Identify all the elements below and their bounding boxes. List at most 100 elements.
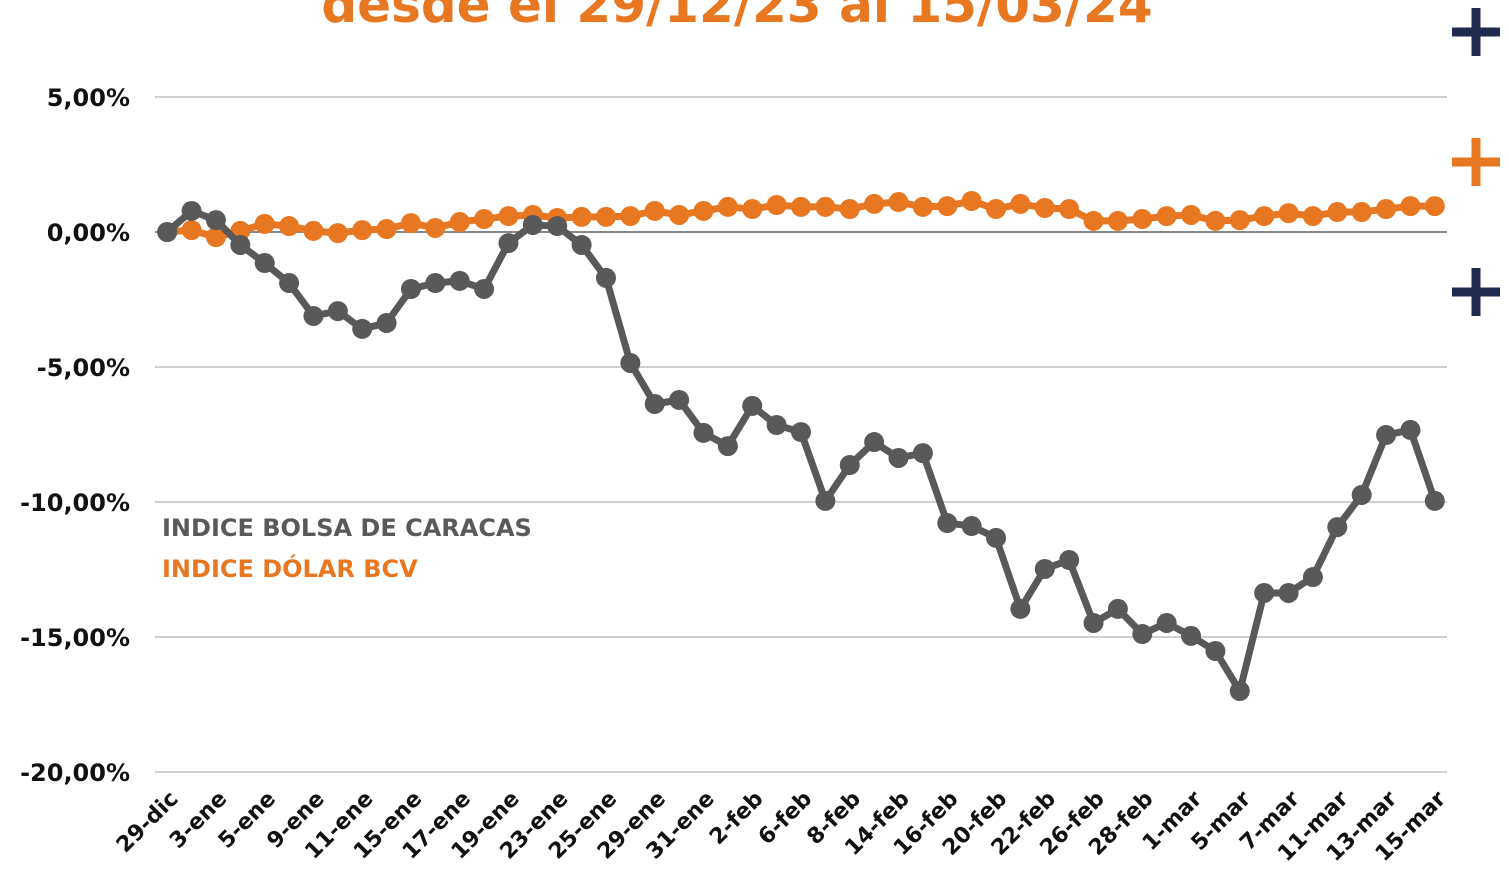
data-point [961,516,982,537]
data-point [1107,210,1128,231]
data-point [888,192,909,213]
data-point [1107,598,1128,619]
data-point [742,199,763,220]
data-point [961,190,982,211]
data-point [474,278,495,299]
data-point [279,273,300,294]
data-point [620,352,641,373]
series-line [164,207,1439,695]
data-point [791,422,811,443]
data-point [352,318,373,339]
y-tick-label: 0,00% [47,219,130,247]
data-point [1424,490,1445,511]
data-point [937,513,958,534]
data-point [230,234,251,255]
data-point [1034,558,1055,579]
data-point [498,206,519,227]
data-point [254,253,275,274]
data-point [644,393,665,414]
y-tick-label: -20,00% [20,759,130,787]
data-point [595,267,616,288]
data-point [449,270,470,291]
data-point [937,196,958,217]
y-tick-label: -15,00% [20,624,130,652]
data-point [1205,210,1226,231]
y-tick-label: 5,00% [47,84,130,112]
data-point [254,213,275,234]
data-point [1034,197,1055,218]
data-point [449,212,470,233]
legend-label: INDICE BOLSA DE CARACAS [162,514,532,542]
data-point [1254,206,1275,227]
data-point [1278,203,1299,224]
data-point [1327,517,1348,538]
y-tick-label: -5,00% [37,354,130,382]
data-point [1278,582,1299,603]
data-point [352,220,373,241]
x-tick-label: 2-feb [705,787,768,850]
data-point [1302,567,1323,588]
data-point [1424,196,1445,217]
data-point [912,196,933,217]
data-point [547,216,568,237]
data-point [888,447,909,468]
data-point [474,209,495,230]
data-point [791,196,811,217]
data-point [1010,598,1031,619]
data-point [1376,199,1397,220]
data-point [425,217,446,238]
data-point [303,305,324,326]
chart-title: desde el 29/12/23 al 15/03/24 [321,0,1152,34]
data-point [864,432,885,453]
data-point [1059,199,1080,220]
data-point [1376,425,1397,446]
data-point [1132,624,1153,645]
data-point [181,200,202,221]
plus-icon [1452,8,1500,56]
data-point [1205,641,1226,662]
data-point [376,219,397,240]
data-point [717,196,738,217]
data-point [1400,196,1421,217]
data-point [157,222,178,242]
data-point [839,455,860,476]
data-point [1156,612,1177,633]
data-point [912,443,933,464]
data-point [425,273,446,294]
data-point [595,206,616,227]
data-point [986,527,1007,548]
x-tick-label: 6-feb [754,787,817,850]
data-point [400,213,421,234]
data-point [1132,209,1153,230]
data-point [1083,612,1104,633]
data-point [742,395,763,416]
data-point [766,195,787,215]
data-point [522,214,543,235]
data-point [1254,582,1275,603]
data-point [1156,206,1177,227]
data-point [717,436,738,457]
data-point [279,216,300,237]
data-point [327,223,348,244]
data-point [327,301,348,322]
data-point [669,389,690,410]
data-point [205,227,226,248]
data-point [1010,193,1031,214]
data-point [303,220,324,241]
data-point [400,278,421,299]
data-point [1327,202,1348,223]
data-point [766,415,787,436]
data-point [1400,419,1421,440]
plus-icon [1452,138,1500,186]
data-point [1229,210,1250,231]
data-point [669,204,690,225]
legend-label: INDICE DÓLAR BCV [162,553,418,583]
data-point [1351,202,1372,223]
data-point [986,199,1007,220]
data-point [1229,681,1250,701]
data-point [815,490,836,511]
data-point [620,206,641,227]
data-point [1351,484,1372,505]
data-point [376,312,397,333]
